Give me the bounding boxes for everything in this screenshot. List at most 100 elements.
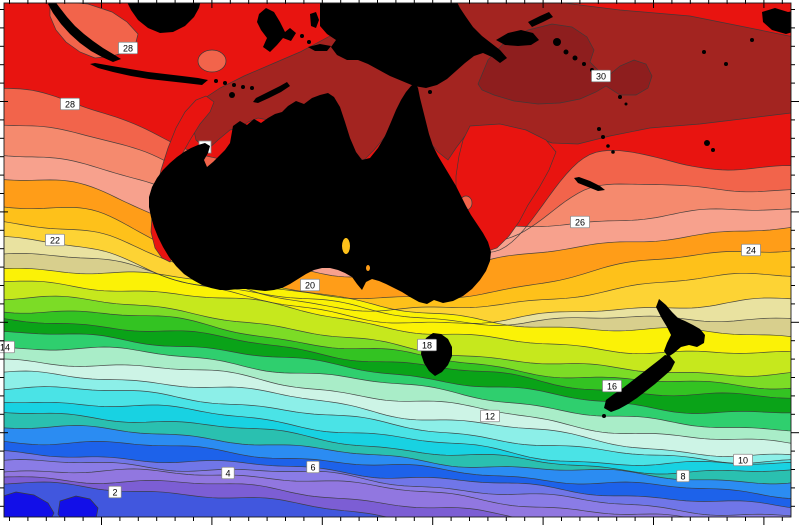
land-sulawesi	[257, 8, 296, 52]
land-australia	[149, 83, 491, 304]
contour-label: 30	[591, 69, 611, 83]
island-dot	[724, 62, 728, 66]
island-dot	[606, 144, 610, 148]
island-dot	[553, 38, 561, 46]
land-borneo	[127, 3, 201, 33]
contour-label: 28	[118, 41, 138, 55]
contour-label-box	[741, 243, 761, 257]
contour-label-text: 4	[225, 468, 230, 478]
contour-label-text: 10	[738, 455, 748, 465]
isotherm-line-6	[4, 450, 791, 509]
contour-label-box	[60, 97, 80, 111]
contour-label-text: 6	[310, 462, 315, 472]
east-coast-warm-tongue	[455, 123, 557, 253]
timor-28-pocket	[197, 49, 227, 73]
contour-label: 14	[0, 340, 15, 354]
contour-label-box	[480, 409, 500, 423]
contour-labels: 30 28 28 26 24 22 20 18 16 14 12 10 8 6 4 2	[0, 41, 761, 499]
contour-label-box	[602, 379, 622, 393]
map-frame	[3, 2, 792, 518]
isotherm-line-9	[4, 412, 791, 475]
contour-label-text: 16	[607, 381, 617, 391]
land-java	[90, 63, 208, 85]
gulf-warm-dot	[366, 265, 370, 271]
land-new-britain	[496, 30, 539, 46]
contour-label-text: 30	[596, 71, 606, 81]
isotherm-line-10	[4, 401, 791, 466]
contour-label: 20	[300, 278, 320, 292]
contour-label-box	[733, 453, 753, 467]
island-dot	[602, 414, 606, 418]
landmasses	[48, 3, 791, 418]
contour-label: 2	[108, 485, 122, 499]
isotherm-line-3	[4, 476, 516, 517]
contour-label: 6	[306, 460, 320, 474]
land-seram	[308, 44, 331, 51]
isotherm-line-16	[4, 318, 791, 399]
contour-label: 18	[417, 338, 437, 352]
isotherm-line-4	[4, 468, 687, 517]
contour-label-text: 12	[485, 411, 495, 421]
land-timor	[253, 82, 290, 103]
island-dot	[572, 55, 578, 61]
contour-label-box	[306, 460, 320, 474]
contour-label-text: 28	[65, 99, 75, 109]
contour-label-box	[45, 233, 65, 247]
isotherm-line-12	[4, 370, 791, 457]
land-new-ireland	[528, 12, 553, 27]
land-top-right-islands	[762, 8, 791, 34]
isotherm-line-13	[4, 358, 791, 444]
island-dot	[597, 127, 601, 131]
coldest-patch-2	[57, 495, 99, 517]
coldest-patch-1	[4, 491, 55, 517]
contour-label: 26	[570, 215, 590, 229]
island-dot	[563, 49, 569, 55]
isotherm-line-17	[4, 310, 791, 390]
contour-label-box	[417, 338, 437, 352]
contour-label-text: 24	[746, 245, 756, 255]
contour-label-box	[591, 69, 611, 83]
temp-band-below-2	[4, 482, 387, 517]
contour-label: 10	[733, 453, 753, 467]
contour-label-box	[221, 466, 235, 480]
island-dot	[704, 140, 710, 146]
contour-label: 12	[480, 409, 500, 423]
contour-label-text: 18	[422, 340, 432, 350]
island-dot	[250, 86, 254, 90]
contour-label: 22	[45, 233, 65, 247]
spencer-gulf-warm-spot	[342, 238, 350, 254]
land-nz-north-island	[656, 299, 705, 357]
island-dot	[307, 40, 311, 44]
contour-label-text: 2	[112, 487, 117, 497]
contour-label-text: 14	[0, 342, 10, 352]
contour-label: 28	[60, 97, 80, 111]
contour-label: 24	[741, 243, 761, 257]
land-halmahera	[310, 12, 319, 28]
isotherm-line-5	[4, 459, 791, 517]
contour-label-text: 28	[123, 43, 133, 53]
island-dot	[214, 79, 218, 83]
island-dot	[300, 34, 304, 38]
isotherm-line-20	[4, 267, 791, 337]
island-dot	[624, 102, 628, 106]
island-dot	[241, 85, 245, 89]
contour-label-box	[570, 215, 590, 229]
contour-label-box	[108, 485, 122, 499]
contour-label-text: 22	[50, 235, 60, 245]
island-dot	[284, 108, 292, 116]
contour-label-box	[676, 469, 690, 483]
island-dot	[582, 62, 586, 66]
island-dot	[229, 92, 235, 98]
island-dot	[611, 150, 615, 154]
isotherm-line-2	[4, 481, 388, 517]
isotherm-line-14	[4, 346, 791, 432]
isotherm-line-24	[4, 206, 791, 300]
island-dot	[232, 83, 236, 87]
land-new-guinea	[320, 3, 507, 88]
contour-label: 8	[676, 469, 690, 483]
island-dot	[601, 135, 605, 139]
island-dot	[618, 95, 622, 99]
land-nz-south-island	[604, 355, 675, 412]
